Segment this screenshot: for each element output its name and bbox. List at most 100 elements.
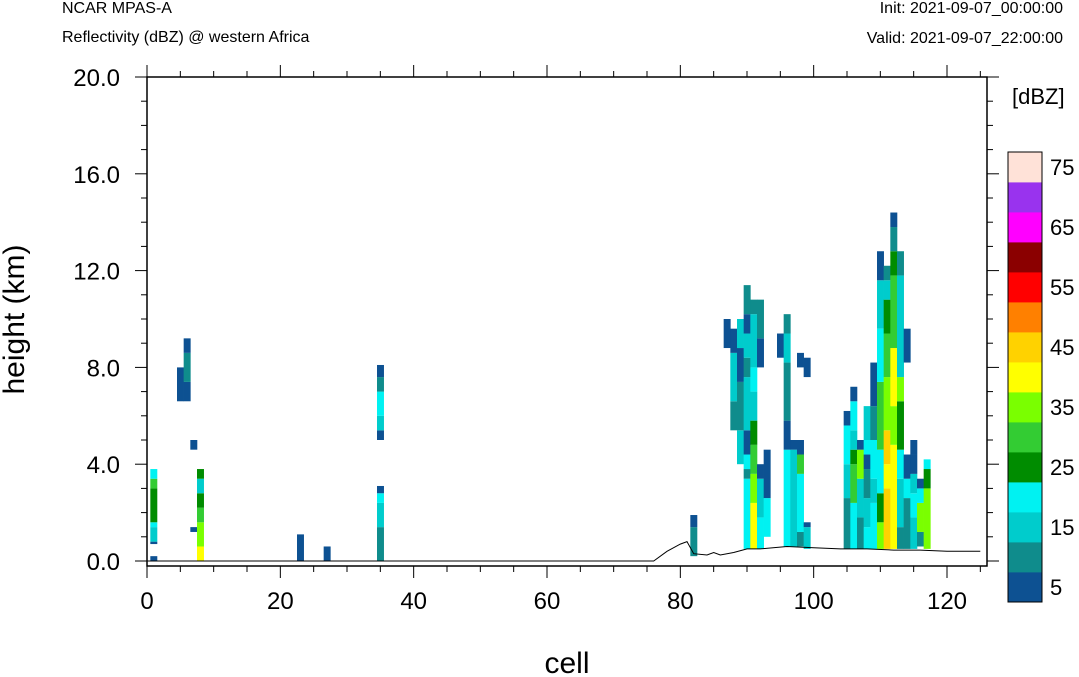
- colorbar-swatch: [1008, 302, 1042, 333]
- reflectivity-cell: [890, 251, 898, 276]
- colorbar-frame: [1007, 151, 1043, 603]
- colorbar-swatch: [1008, 542, 1042, 573]
- colorbar-swatch: [1008, 362, 1042, 393]
- reflectivity-cell: [197, 522, 204, 547]
- reflectivity-cell: [743, 314, 751, 334]
- reflectivity-cell: [377, 502, 384, 528]
- reflectivity-cell: [803, 522, 811, 528]
- reflectivity-cell: [923, 469, 931, 489]
- colorbar-swatch: [1008, 452, 1042, 483]
- x-tick-label: 80: [667, 588, 694, 615]
- reflectivity-cell: [790, 440, 798, 450]
- reflectivity-cell: [797, 440, 804, 455]
- reflectivity-cell: [763, 449, 771, 499]
- reflectivity-cell: [890, 444, 898, 549]
- reflectivity-cell: [890, 406, 898, 445]
- reflectivity-cell: [783, 333, 791, 363]
- reflectivity-cell: [377, 527, 384, 561]
- reflectivity-cell: [777, 333, 784, 358]
- reflectivity-cell: [890, 348, 898, 407]
- reflectivity-cell: [183, 381, 191, 402]
- reflectivity-cell: [857, 517, 864, 549]
- reflectivity-cell: [790, 449, 798, 547]
- colorbar-label: 55: [1050, 275, 1074, 300]
- x-tick-label: 0: [140, 588, 153, 615]
- reflectivity-cell: [150, 527, 158, 542]
- reflectivity-cell: [897, 377, 904, 402]
- reflectivity-cell: [197, 493, 204, 508]
- reflectivity-cell: [910, 440, 918, 455]
- reflectivity-cell: [757, 299, 764, 339]
- reflectivity-cell: [850, 464, 858, 503]
- reflectivity-cell: [737, 348, 744, 382]
- reflectivity-cell: [150, 469, 158, 479]
- reflectivity-cell: [910, 454, 918, 474]
- y-tick-label: 16.0: [73, 162, 120, 189]
- colorbar-label: 5: [1050, 575, 1062, 600]
- reflectivity-cell: [737, 430, 744, 465]
- colorbar-swatch: [1008, 332, 1042, 363]
- reflectivity-cell: [857, 478, 864, 518]
- reflectivity-cell: [803, 527, 811, 549]
- reflectivity-cell: [870, 362, 878, 407]
- colorbar-swatch: [1008, 512, 1042, 543]
- reflectivity-cell: [737, 381, 744, 431]
- reflectivity-cell: [850, 401, 858, 431]
- reflectivity-cell: [870, 478, 878, 503]
- reflectivity-cell: [863, 527, 871, 549]
- reflectivity-cell: [883, 464, 891, 489]
- reflectivity-cell: [843, 425, 851, 465]
- reflectivity-cell: [923, 459, 931, 470]
- reflectivity-cell: [883, 430, 891, 465]
- reflectivity-cell: [870, 440, 878, 479]
- reflectivity-cell: [757, 338, 764, 368]
- reflectivity-cell: [863, 454, 871, 470]
- reflectivity-cell: [897, 478, 904, 528]
- terrain-line: [147, 540, 981, 562]
- reflectivity-cell: [870, 502, 878, 549]
- reflectivity-cell: [863, 469, 871, 499]
- reflectivity-cell: [877, 251, 884, 281]
- reflectivity-cell: [323, 546, 331, 561]
- reflectivity-cell: [797, 531, 804, 547]
- reflectivity-cell: [897, 449, 904, 479]
- reflectivity-cell: [783, 362, 791, 421]
- colorbar-label: 75: [1050, 155, 1074, 180]
- reflectivity-cell: [890, 212, 898, 228]
- reflectivity-cell: [377, 415, 384, 431]
- reflectivity-cell: [757, 464, 764, 479]
- reflectivity-cell: [743, 430, 751, 455]
- reflectivity-cell: [850, 386, 858, 402]
- colorbar-swatch: [1008, 242, 1042, 273]
- colorbar-swatch: [1008, 212, 1042, 243]
- reflectivity-cell: [877, 522, 884, 549]
- reflectivity-cell: [903, 478, 911, 499]
- y-axis-title: height (km): [0, 244, 31, 394]
- colorbar-swatch: [1008, 272, 1042, 303]
- reflectivity-cell: [897, 527, 904, 549]
- reflectivity-cell: [757, 478, 764, 518]
- reflectivity-cell: [903, 498, 911, 549]
- colorbar-swatch: [1008, 152, 1042, 183]
- reflectivity-cell: [903, 328, 911, 363]
- colorbar-swatch: [1008, 422, 1042, 453]
- reflectivity-cell: [750, 420, 758, 445]
- reflectivity-cell: [843, 498, 851, 549]
- plot-frame: [146, 76, 988, 567]
- reflectivity-cell: [883, 377, 891, 431]
- reflectivity-cell: [883, 333, 891, 378]
- reflectivity-cell: [377, 430, 384, 440]
- reflectivity-cell: [863, 406, 871, 440]
- reflectivity-cell: [850, 502, 858, 549]
- colorbar: 5 15 25 35 45 55 65 75: [1007, 151, 1074, 603]
- reflectivity-cell: [783, 420, 791, 450]
- colorbar-swatch: [1008, 182, 1042, 213]
- reflectivity-cell: [150, 488, 158, 523]
- reflectivity-cell: [857, 449, 864, 479]
- y-tick-label: 0.0: [87, 549, 120, 576]
- reflectivity-cell: [723, 319, 731, 349]
- reflectivity-cell: [690, 527, 698, 557]
- reflectivity-cell: [730, 401, 738, 431]
- init-time: Init: 2021-09-07_00:00:00: [879, 0, 1063, 17]
- reflectivity-cell: [890, 227, 898, 252]
